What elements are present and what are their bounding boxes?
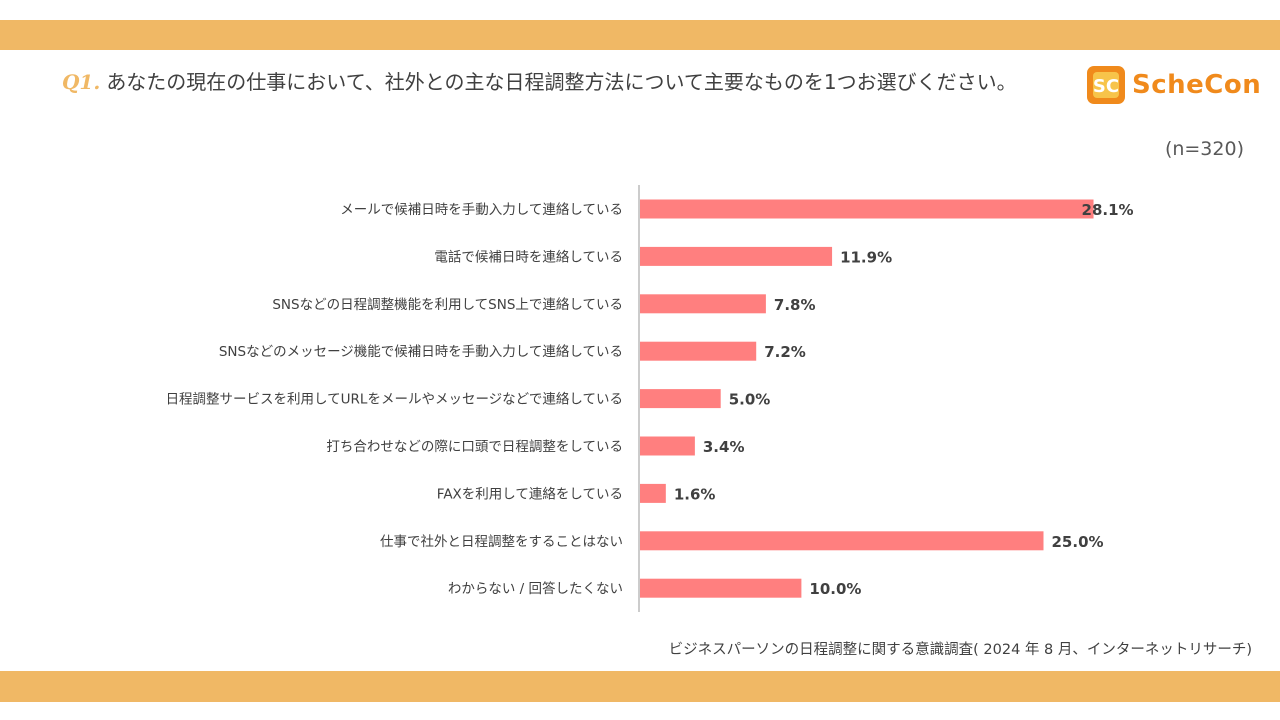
- data-label: 3.4%: [703, 438, 745, 456]
- question-number: Q1.: [62, 70, 101, 94]
- bar-chart: メールで候補日時を手動入力して連絡している 28.1% 電話で候補日時を連絡している…: [166, 185, 1134, 612]
- bottom-accent-band: [0, 671, 1280, 702]
- bar: [640, 246, 833, 266]
- bar: [640, 483, 666, 503]
- schecon-logo: SC ScheCon: [1086, 64, 1261, 106]
- category-label: SNSなどのメッセージ機能で候補日時を手動入力して連絡している: [219, 344, 623, 360]
- sample-size-label: (n=320): [1164, 138, 1244, 160]
- bar: [640, 578, 802, 598]
- bar: [640, 389, 721, 409]
- source-note: ビジネスパーソンの日程調整に関する意識調査( 2024 年 8 月、インターネッ…: [668, 642, 1252, 658]
- data-label: 11.9%: [840, 248, 892, 266]
- schecon-logo-icon: SC: [1087, 66, 1125, 104]
- category-label: 仕事で社外と日程調整をすることはない: [380, 534, 623, 550]
- top-accent-band: [0, 20, 1280, 50]
- category-label: わからない / 回答したくない: [448, 580, 623, 597]
- bar: [640, 199, 1094, 219]
- data-label: 7.2%: [764, 343, 806, 361]
- data-label: 28.1%: [1082, 201, 1134, 219]
- category-label: SNSなどの日程調整機能を利用してSNS上で連絡している: [272, 297, 623, 313]
- category-label: 電話で候補日時を連絡している: [434, 248, 623, 265]
- category-label: 日程調整サービスを利用してURLをメールやメッセージなどで連絡している: [166, 392, 623, 408]
- data-label: 10.0%: [809, 580, 861, 598]
- bar: [640, 294, 766, 314]
- category-label: メールで候補日時を手動入力して連絡している: [340, 202, 623, 218]
- category-label: FAXを利用して連絡をしている: [437, 486, 623, 502]
- question-title: Q1. あなたの現在の仕事において、社外との主な日程調整方法について主要なものを1…: [62, 70, 1022, 95]
- data-label: 5.0%: [729, 391, 771, 409]
- logo-text: ScheCon: [1132, 70, 1262, 100]
- category-label: 打ち合わせなどの際に口頭で日程調整をしている: [326, 438, 623, 455]
- bar: [640, 341, 757, 361]
- data-label: 7.8%: [774, 296, 816, 314]
- bar: [640, 531, 1044, 551]
- question-text: あなたの現在の仕事において、社外との主な日程調整方法について主要なものを1つお選…: [106, 70, 1017, 94]
- data-label: 25.0%: [1052, 533, 1104, 551]
- logo-mark-text: SC: [1093, 76, 1119, 97]
- bar: [640, 436, 695, 456]
- data-label: 1.6%: [674, 485, 716, 503]
